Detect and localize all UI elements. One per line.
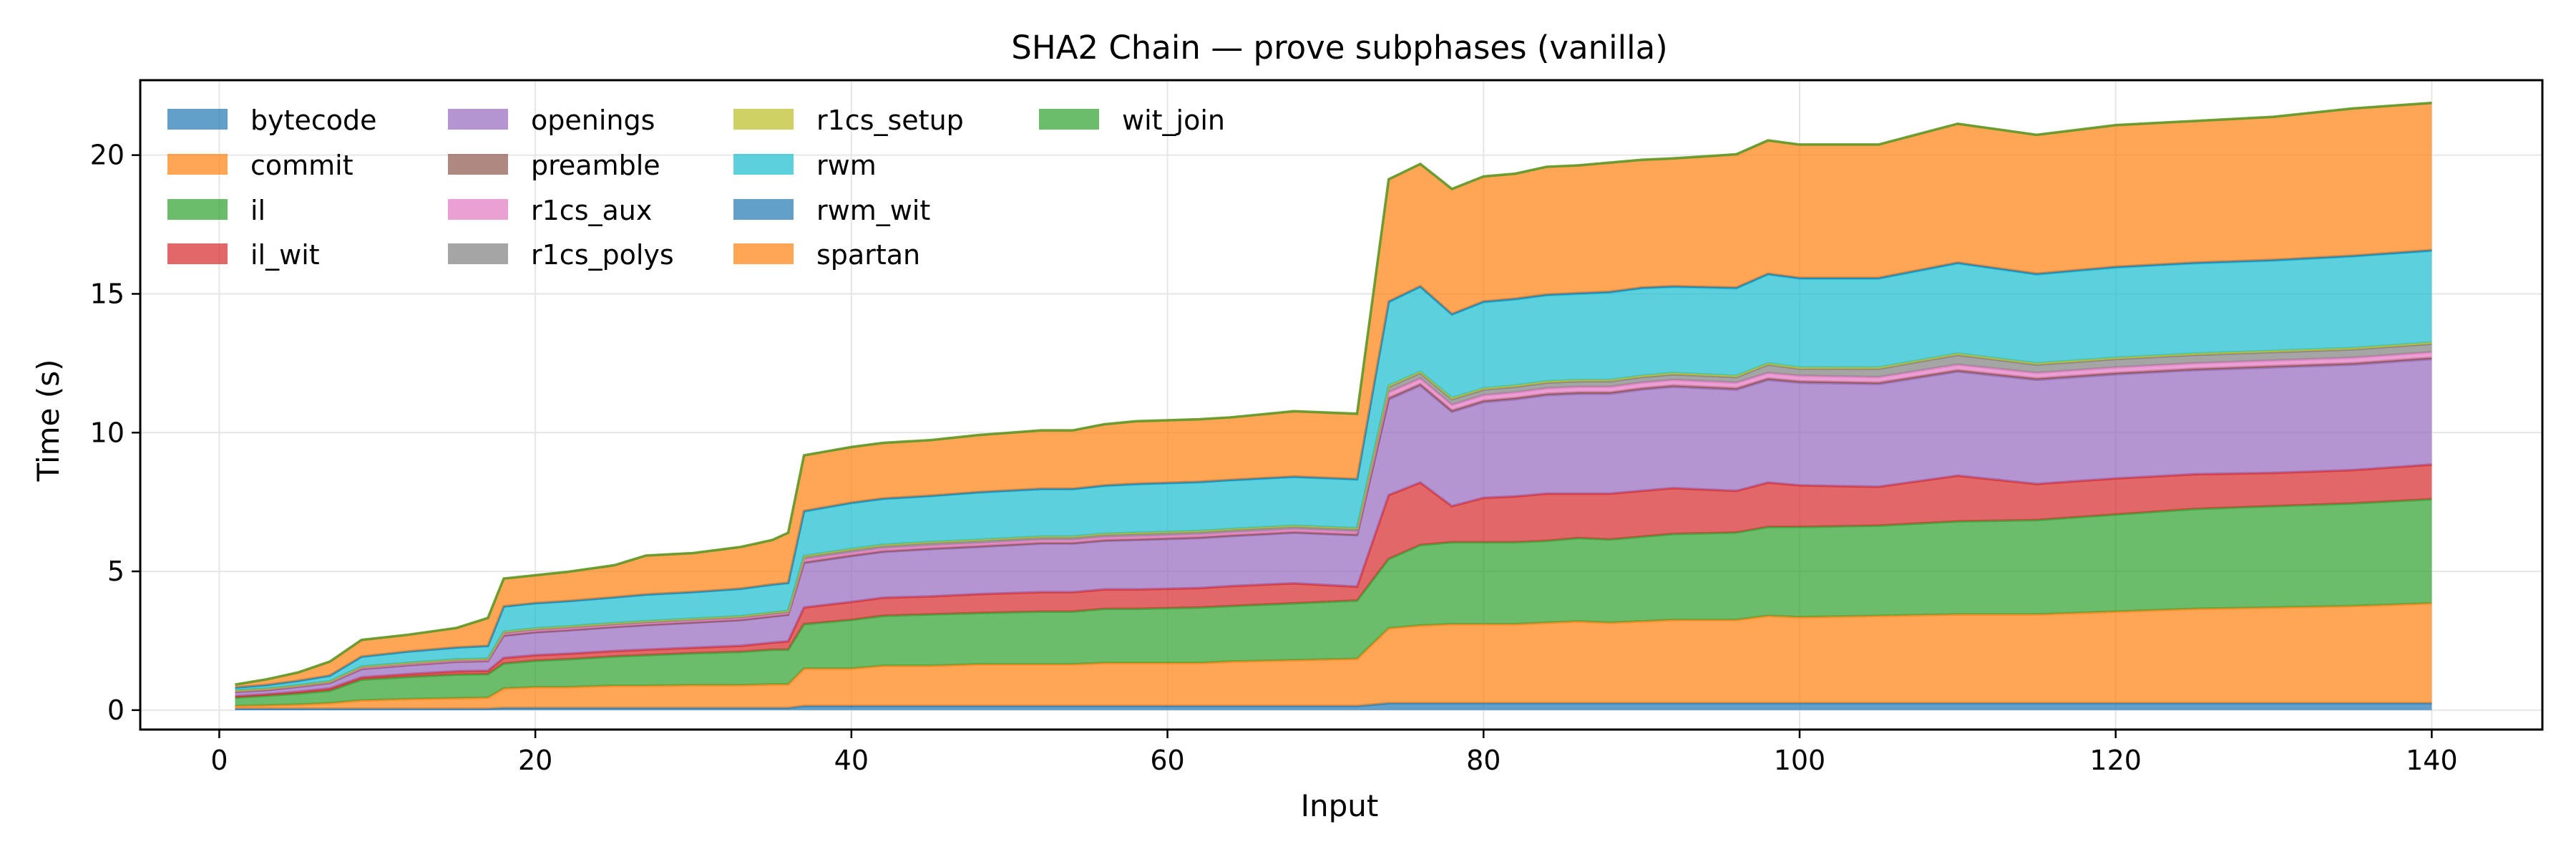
- legend-swatch: [167, 154, 228, 175]
- legend-item-wit-join: wit_join: [1039, 105, 1225, 136]
- x-tick-label: 120: [2089, 745, 2142, 776]
- chart-title: SHA2 Chain — prove subphases (vanilla): [1011, 29, 1668, 67]
- y-tick-label: 10: [90, 417, 125, 448]
- x-tick-label: 40: [834, 745, 869, 776]
- legend-swatch: [733, 109, 794, 130]
- area-commit: [235, 603, 2432, 709]
- legend-label: bytecode: [250, 105, 377, 136]
- legend-swatch: [733, 199, 794, 220]
- y-tick-label: 15: [90, 278, 125, 309]
- legend-item-bytecode: bytecode: [167, 105, 377, 136]
- legend-swatch: [167, 243, 228, 264]
- legend-label: openings: [531, 105, 655, 136]
- legend-swatch: [167, 199, 228, 220]
- area-layer: [235, 102, 2432, 710]
- legend-item-r1cs-aux: r1cs_aux: [448, 195, 652, 226]
- legend-item-preamble: preamble: [448, 150, 660, 181]
- y-tick-label: 20: [90, 140, 125, 171]
- x-tick-label: 80: [1466, 745, 1501, 776]
- legend-item-r1cs-setup: r1cs_setup: [733, 105, 964, 136]
- legend-item-rwm-wit: rwm_wit: [733, 195, 930, 226]
- plot-frame: [139, 79, 2544, 731]
- area-il-wit: [235, 464, 2432, 698]
- area-spartan: [235, 102, 2432, 688]
- legend-label: commit: [250, 150, 353, 181]
- y-tick-label: 5: [107, 556, 125, 587]
- legend-swatch: [448, 243, 508, 264]
- legend-label: il: [250, 195, 265, 226]
- legend-swatch: [167, 109, 228, 130]
- x-tick-label: 140: [2406, 745, 2458, 776]
- legend-item-il: il: [167, 195, 265, 226]
- x-tick-label: 100: [1774, 745, 1826, 776]
- x-tick-label: 20: [518, 745, 552, 776]
- x-tick-label: 0: [210, 745, 228, 776]
- legend-swatch: [733, 243, 794, 264]
- legend-label: r1cs_aux: [531, 195, 652, 226]
- legend-label: wit_join: [1122, 105, 1225, 136]
- y-tick-label: 0: [107, 694, 125, 726]
- tick-layer: 0 20 40 60 80 100 120 140 0 5 10 15 20: [90, 140, 2458, 776]
- legend-swatch: [448, 154, 508, 175]
- legend-label: spartan: [816, 239, 920, 271]
- legend-swatch: [448, 199, 508, 220]
- legend-item-openings: openings: [448, 105, 655, 136]
- x-axis-label: Input: [1301, 788, 1379, 823]
- legend: bytecode commit il il_wit openings preamble r1…: [167, 105, 1225, 271]
- legend-item-spartan: spartan: [733, 239, 920, 271]
- legend-label: il_wit: [250, 239, 320, 271]
- edge-wit-join: [235, 102, 2432, 686]
- area-rwm: [235, 251, 2432, 691]
- legend-label: rwm_wit: [816, 195, 930, 226]
- legend-swatch: [448, 109, 508, 130]
- legend-swatch: [733, 154, 794, 175]
- x-tick-label: 60: [1150, 745, 1184, 776]
- legend-swatch: [1039, 109, 1099, 130]
- legend-label: r1cs_polys: [531, 239, 674, 271]
- legend-item-rwm: rwm: [733, 150, 877, 181]
- legend-item-il-wit: il_wit: [167, 239, 320, 271]
- legend-item-commit: commit: [167, 150, 353, 181]
- legend-item-r1cs-polys: r1cs_polys: [448, 239, 674, 271]
- area-openings: [235, 359, 2432, 697]
- legend-label: rwm: [816, 150, 877, 181]
- legend-label: r1cs_setup: [816, 105, 964, 136]
- y-axis-label: Time (s): [31, 359, 66, 483]
- legend-label: preamble: [531, 150, 660, 181]
